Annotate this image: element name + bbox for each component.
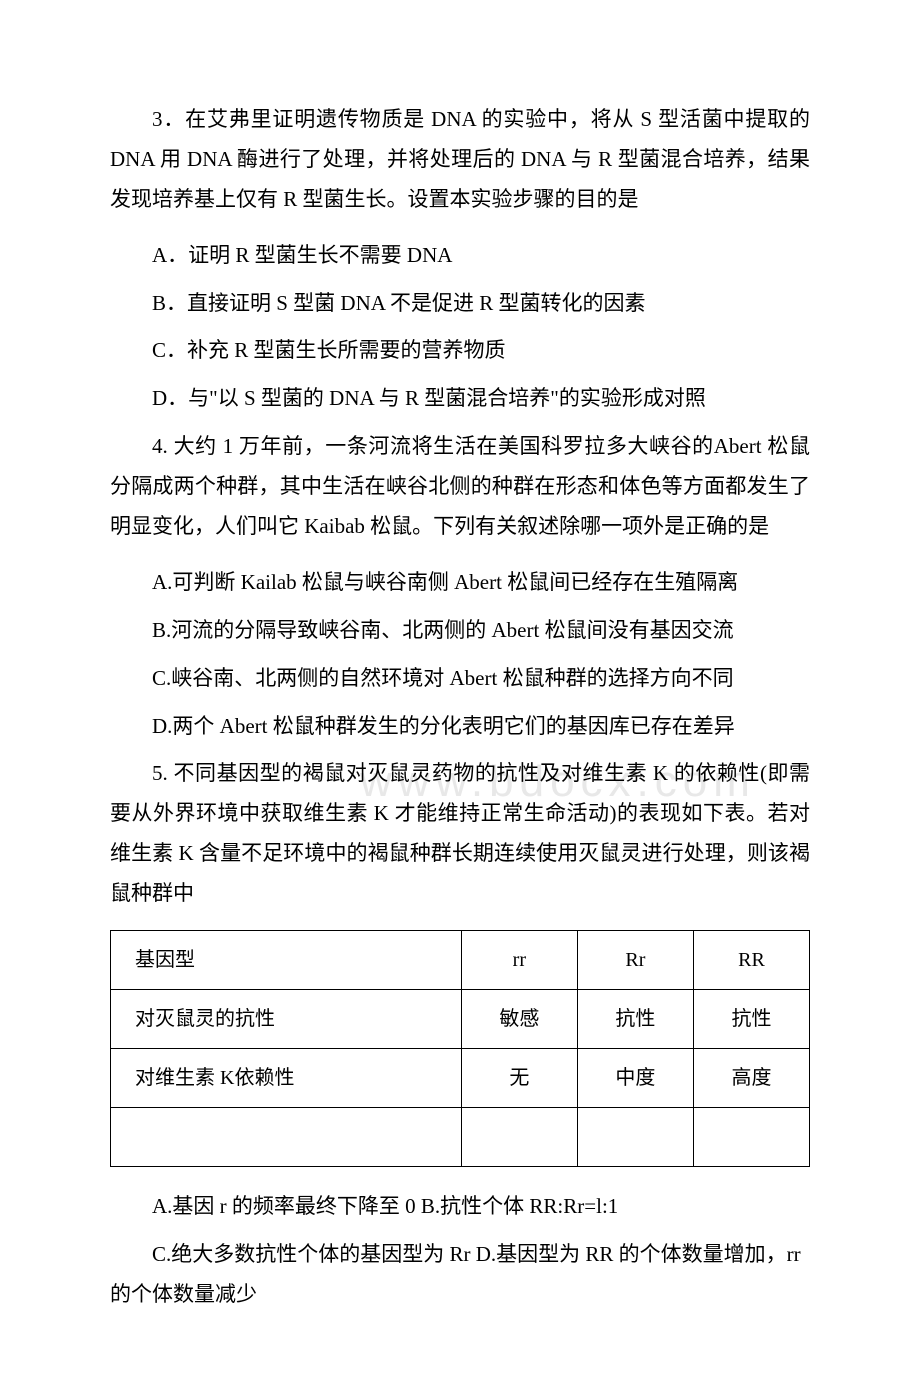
- table-cell: 对灭鼠灵的抗性: [111, 990, 462, 1049]
- q4-option-a: A.可判断 Kailab 松鼠与峡谷南侧 Abert 松鼠间已经存在生殖隔离: [110, 563, 810, 603]
- table-cell-empty: [111, 1108, 462, 1167]
- table-header-row: 基因型 rr Rr RR: [111, 931, 810, 990]
- q5-table: 基因型 rr Rr RR 对灭鼠灵的抗性 敏感 抗性 抗性 对维生素 K依赖性 …: [110, 930, 810, 1167]
- table-cell: 中度: [577, 1049, 693, 1108]
- table-header-Rr: Rr: [577, 931, 693, 990]
- q3-option-c: C．补充 R 型菌生长所需要的营养物质: [110, 331, 810, 371]
- table-cell: 抗性: [693, 990, 809, 1049]
- q3-stem: 3．在艾弗里证明遗传物质是 DNA 的实验中，将从 S 型活菌中提取的 DNA …: [110, 100, 810, 220]
- table-cell-empty: [577, 1108, 693, 1167]
- table-cell-empty: [693, 1108, 809, 1167]
- table-cell: 对维生素 K依赖性: [111, 1049, 462, 1108]
- q4-option-c: C.峡谷南、北两侧的自然环境对 Abert 松鼠种群的选择方向不同: [110, 659, 810, 699]
- table-cell: 敏感: [461, 990, 577, 1049]
- table-row: 对维生素 K依赖性 无 中度 高度: [111, 1049, 810, 1108]
- q5-options-line2: C.绝大多数抗性个体的基因型为 Rr D.基因型为 RR 的个体数量增加，rr …: [110, 1235, 810, 1315]
- document-page: www.bdocx.com 3．在艾弗里证明遗传物质是 DNA 的实验中，将从 …: [110, 100, 810, 1315]
- q3-option-a: A．证明 R 型菌生长不需要 DNA: [110, 236, 810, 276]
- table-cell-empty: [461, 1108, 577, 1167]
- q4-option-d: D.两个 Abert 松鼠种群发生的分化表明它们的基因库已存在差异: [110, 707, 810, 747]
- q3-option-d: D．与"以 S 型菌的 DNA 与 R 型菌混合培养"的实验形成对照: [110, 379, 810, 419]
- table-cell: 抗性: [577, 990, 693, 1049]
- q4-stem: 4. 大约 1 万年前，一条河流将生活在美国科罗拉多大峡谷的Abert 松鼠分隔…: [110, 427, 810, 547]
- table-row-empty: [111, 1108, 810, 1167]
- q5-options-line1: A.基因 r 的频率最终下降至 0 B.抗性个体 RR:Rr=l:1: [110, 1187, 810, 1227]
- table-cell: 无: [461, 1049, 577, 1108]
- table-cell: 高度: [693, 1049, 809, 1108]
- table-header-rr: rr: [461, 931, 577, 990]
- table-row: 对灭鼠灵的抗性 敏感 抗性 抗性: [111, 990, 810, 1049]
- table-header-genotype: 基因型: [111, 931, 462, 990]
- q5-stem: 5. 不同基因型的褐鼠对灭鼠灵药物的抗性及对维生素 K 的依赖性(即需要从外界环…: [110, 754, 810, 914]
- table-header-RR: RR: [693, 931, 809, 990]
- q3-option-b: B．直接证明 S 型菌 DNA 不是促进 R 型菌转化的因素: [110, 284, 810, 324]
- q4-option-b: B.河流的分隔导致峡谷南、北两侧的 Abert 松鼠间没有基因交流: [110, 611, 810, 651]
